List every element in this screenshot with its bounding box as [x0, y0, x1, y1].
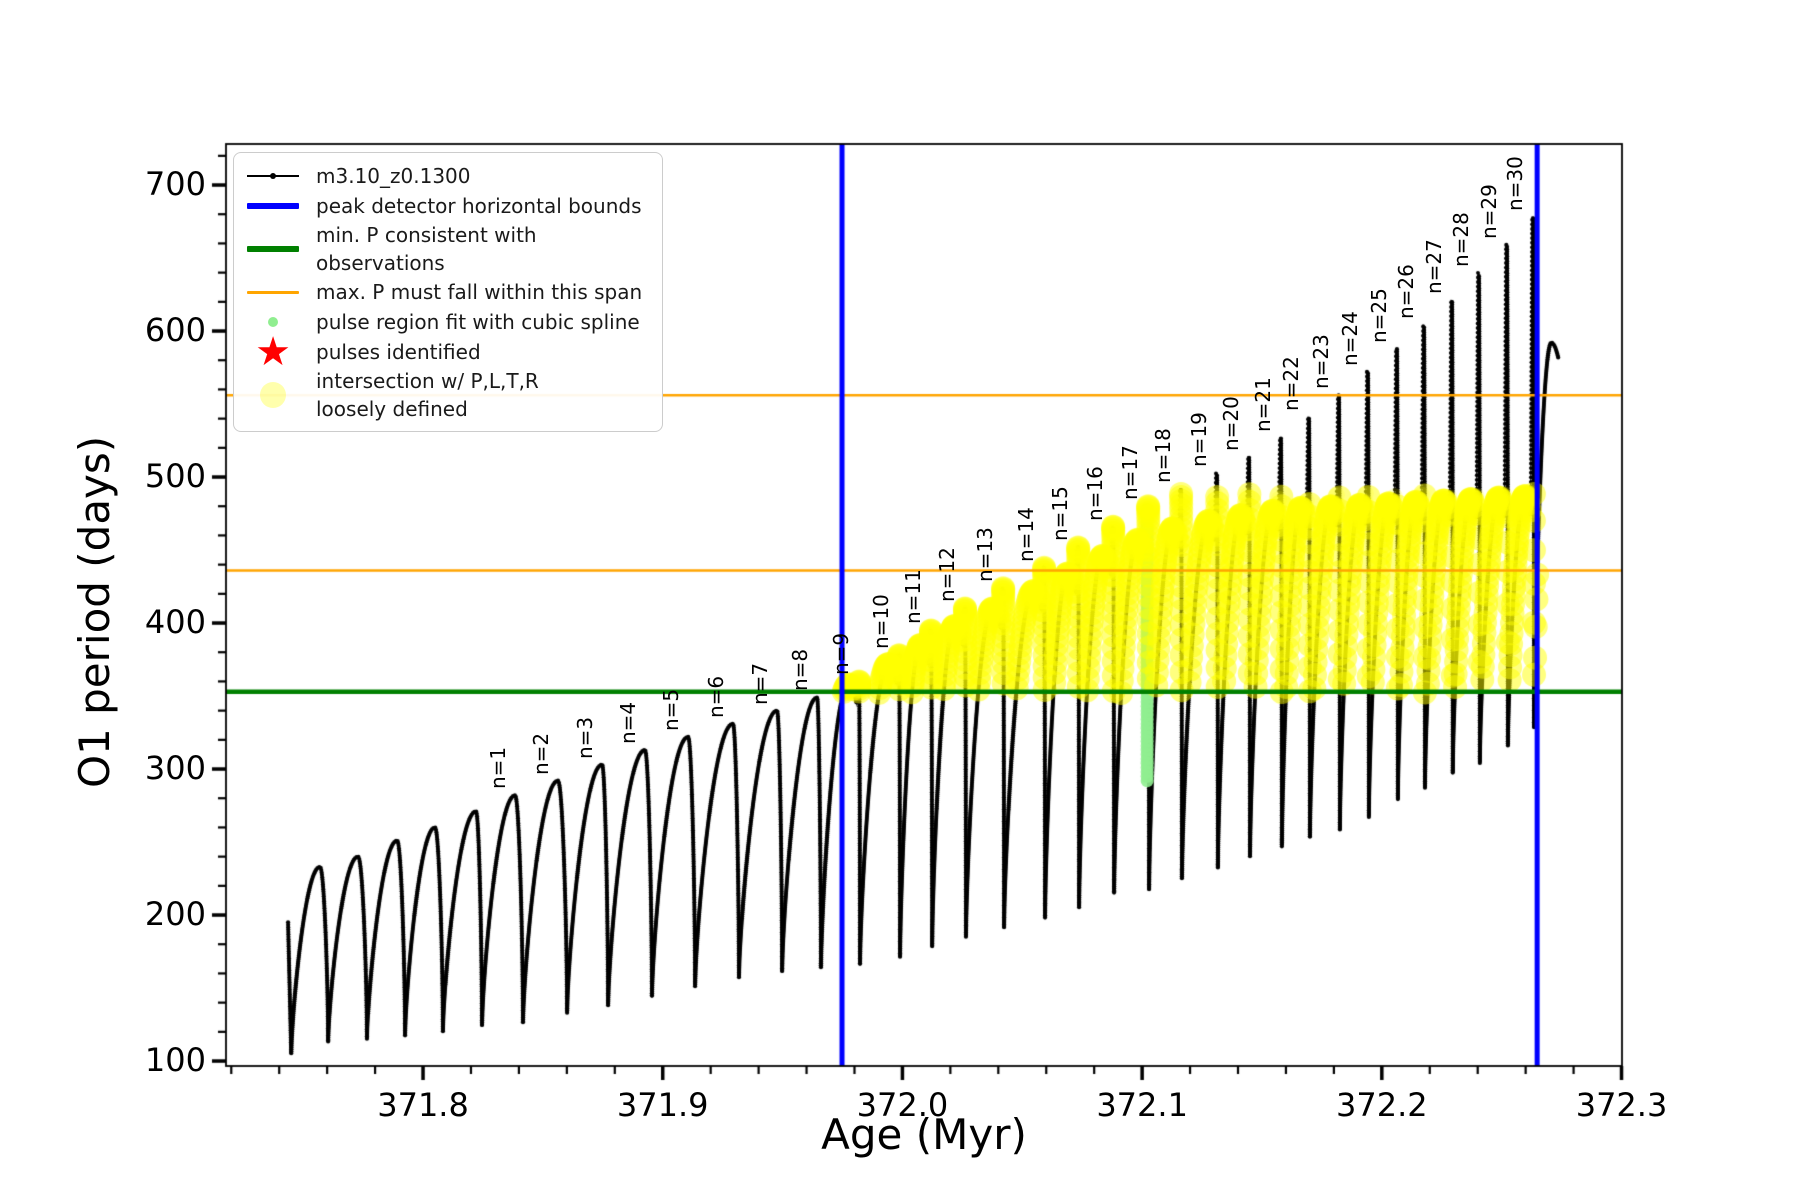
legend-label: m3.10_z0.1300	[316, 164, 471, 188]
legend-label: max. P must fall within this span	[316, 280, 643, 304]
legend-label: pulse region fit with cubic spline	[316, 310, 640, 334]
legend-item-series: m3.10_z0.1300	[244, 161, 650, 191]
legend-item-min-p: min. P consistent with observations	[244, 221, 650, 277]
orange-line-icon	[244, 290, 302, 294]
legend-item-pulses: ★ pulses identified	[244, 329, 650, 375]
legend-item-intersection: intersection w/ P,L,T,R loosely defined	[244, 367, 650, 423]
legend-item-peak-bounds: peak detector horizontal bounds	[244, 191, 650, 221]
red-star-icon: ★	[255, 329, 291, 375]
yellow-dot-icon	[244, 382, 302, 408]
green-dot-icon	[244, 317, 302, 327]
legend-label: min. P consistent with observations	[316, 223, 537, 275]
legend-label: pulses identified	[316, 340, 481, 364]
series-line-icon	[244, 173, 302, 179]
legend-item-spline: pulse region fit with cubic spline	[244, 307, 650, 337]
blue-line-icon	[244, 203, 302, 209]
legend-label: peak detector horizontal bounds	[316, 194, 642, 218]
legend-item-max-p: max. P must fall within this span	[244, 277, 650, 307]
green-line-icon	[244, 246, 302, 252]
legend-label: intersection w/ P,L,T,R loosely defined	[316, 369, 539, 421]
legend: m3.10_z0.1300 peak detector horizontal b…	[233, 152, 663, 432]
